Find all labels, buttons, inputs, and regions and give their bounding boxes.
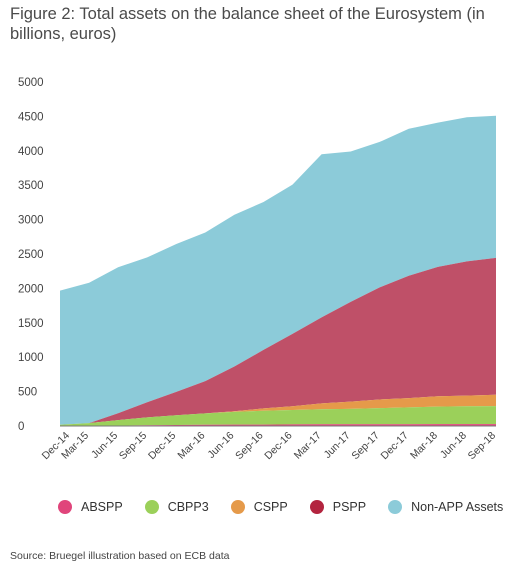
x-tick-label: Mar-18: [408, 430, 440, 462]
legend-label-pspp: PSPP: [332, 500, 367, 514]
legend-swatch-pspp: [309, 500, 324, 514]
legend-item-non-app-assets: Non-APP Assets: [388, 500, 503, 514]
x-tick-label: Dec-16: [262, 430, 295, 463]
y-tick-label: 1000: [18, 352, 44, 364]
legend-label-cbpp3: CBPP3: [167, 500, 209, 514]
y-tick-label: 2000: [18, 283, 44, 295]
y-tick-label: 1500: [18, 318, 44, 330]
chart-title: Figure 2: Total assets on the balance sh…: [10, 5, 485, 43]
y-tick-label: 500: [18, 387, 37, 399]
legend-item-cbpp3: CBPP3: [144, 500, 209, 514]
y-tick-label: 2500: [18, 249, 44, 261]
x-tick-label: Sep-17: [349, 430, 382, 463]
x-tick-label: Sep-16: [233, 430, 266, 463]
x-tick-label: Jun-15: [89, 430, 120, 461]
y-tick-label: 4000: [18, 146, 44, 158]
legend-swatch-cspp: [230, 500, 245, 514]
y-tick-label: 5000: [18, 77, 44, 89]
source-note: Source: Bruegel illustration based on EC…: [10, 550, 230, 562]
x-tick-label: Mar-17: [292, 430, 324, 462]
y-tick-label: 0: [18, 421, 24, 433]
area-cbpp3: [60, 406, 496, 426]
legend-item-cspp: CSPP: [230, 500, 288, 514]
x-axis-ticks: Dec-14Mar-15Jun-15Sep-15Dec-15Mar-16Jun-…: [40, 430, 499, 463]
x-tick-label: Sep-18: [466, 430, 499, 463]
legend-swatch-abspp: [58, 500, 72, 514]
area-non-app-assets: [60, 115, 496, 425]
y-axis-ticks: 0 500 1000 1500 2000 2500 3000 3500 4000 4500 5000: [18, 77, 44, 433]
legend-item-abspp: ABSPP: [58, 500, 123, 514]
chart-legend: ABSPP CBPP3 CSPP PSPP Non-APP Assets: [58, 500, 503, 514]
x-tick-label: Jun-17: [322, 430, 353, 461]
x-tick-label: Dec-15: [146, 430, 179, 463]
legend-swatch-cbpp3: [144, 500, 159, 514]
x-tick-label: Mar-16: [175, 430, 207, 462]
y-tick-label: 3000: [18, 215, 44, 227]
x-tick-label: Jun-16: [205, 430, 236, 461]
legend-item-pspp: PSPP: [309, 500, 367, 514]
legend-label-non-app-assets: Non-APP Assets: [411, 500, 504, 514]
y-tick-label: 3500: [18, 180, 44, 192]
x-tick-label: Dec-17: [378, 430, 411, 463]
x-tick-label: Jun-18: [438, 430, 469, 461]
area-pspp: [60, 257, 496, 425]
area-layer: [60, 115, 496, 426]
y-tick-label: 4500: [18, 111, 44, 123]
legend-label-cspp: CSPP: [253, 500, 288, 514]
area-cspp: [60, 394, 496, 425]
legend-swatch-non-app-assets: [388, 500, 403, 514]
legend-label-abspp: ABSPP: [81, 500, 123, 514]
x-tick-label: Sep-15: [117, 430, 150, 463]
